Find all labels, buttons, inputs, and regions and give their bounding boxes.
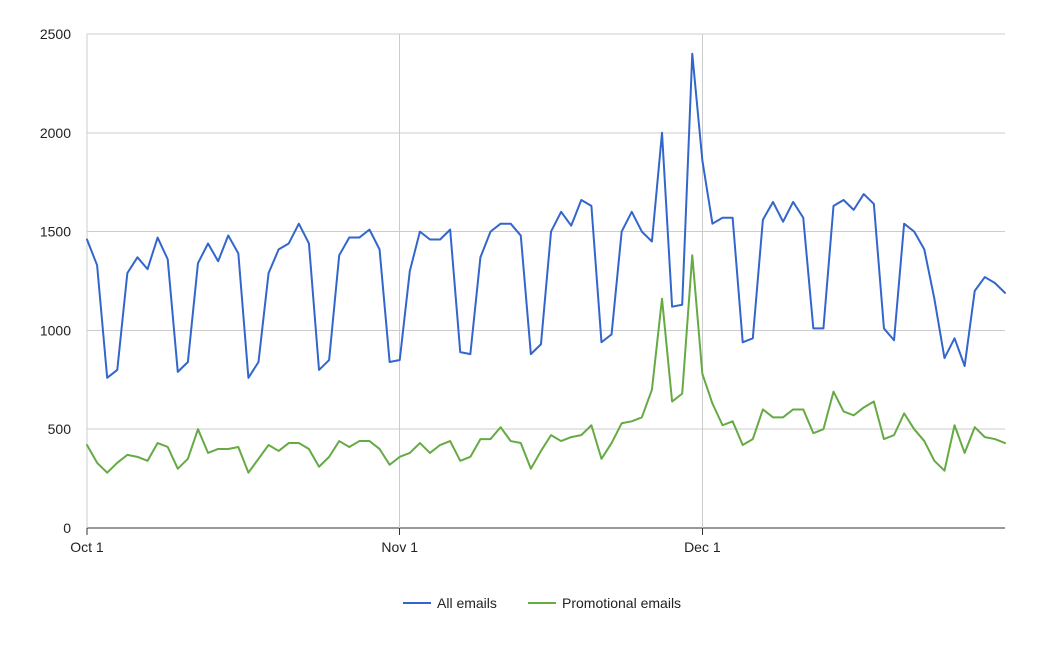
legend-label-promotional-emails: Promotional emails <box>562 595 681 611</box>
gridlines <box>86 33 1005 529</box>
series-line-promotional-emails[interactable] <box>86 254 1006 474</box>
x-tick-label: Nov 1 <box>381 539 418 555</box>
y-tick-label: 1500 <box>40 224 71 240</box>
series-layer <box>86 52 1006 474</box>
legend-label-all-emails: All emails <box>437 595 497 611</box>
y-tick-label: 1000 <box>40 322 71 338</box>
y-tick-label: 2500 <box>40 26 71 42</box>
y-tick-label: 2000 <box>40 125 71 141</box>
y-tick-label: 500 <box>48 421 72 437</box>
x-tick-label: Oct 1 <box>70 539 104 555</box>
y-tick-label: 0 <box>63 520 71 536</box>
x-axis: Oct 1 Nov 1 Dec 1 <box>70 528 721 555</box>
x-tick-label: Dec 1 <box>684 539 721 555</box>
y-axis: 0 500 1000 1500 2000 2500 <box>40 26 71 536</box>
legend-item-promotional-emails[interactable]: Promotional emails <box>528 595 681 611</box>
legend: All emails Promotional emails <box>403 595 681 611</box>
series-line-all-emails[interactable] <box>86 52 1006 379</box>
legend-item-all-emails[interactable]: All emails <box>403 595 497 611</box>
